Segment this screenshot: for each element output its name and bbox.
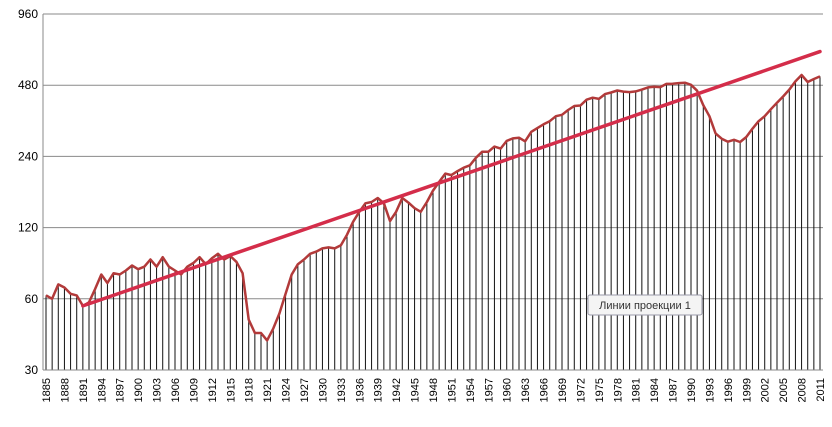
x-tick-label: 2008: [797, 378, 809, 402]
y-tick-label: 960: [18, 7, 38, 21]
x-tick-label: 1966: [539, 378, 551, 402]
x-tick-label: 1969: [557, 378, 569, 402]
x-tick-label: 1951: [446, 378, 458, 402]
x-tick-label: 1927: [299, 378, 311, 402]
series-line: [45, 73, 821, 342]
x-tick-label: 1960: [502, 378, 514, 402]
x-tick-label: 1906: [170, 378, 182, 402]
legend: Линии проекции 1: [587, 294, 703, 316]
x-tick-label: 1957: [483, 378, 495, 402]
x-tick-label: 1933: [336, 378, 348, 402]
x-tick-label: 1903: [152, 378, 164, 402]
x-tick-label: 1924: [281, 378, 293, 402]
legend-label: Линии проекции 1: [599, 300, 691, 312]
y-tick-label: 30: [25, 363, 39, 377]
y-tick-label: 240: [18, 149, 38, 163]
y-tick-label: 480: [18, 78, 38, 92]
x-tick-label: 1915: [225, 378, 237, 402]
y-tick-label: 60: [25, 292, 39, 306]
x-tick-label: 2005: [778, 378, 790, 402]
bars: [43, 75, 823, 371]
x-tick-label: 1975: [594, 378, 606, 402]
x-tick-label: 1945: [410, 378, 422, 402]
x-tick-label: 1939: [373, 378, 385, 402]
x-tick-label: 1942: [391, 378, 403, 402]
y-tick-label: 120: [18, 221, 38, 235]
x-tick-label: 1900: [133, 378, 145, 402]
x-tick-label: 1999: [741, 378, 753, 402]
x-tick-label: 1972: [575, 378, 587, 402]
x-tick-label: 1930: [317, 378, 329, 402]
x-tick-label: 1990: [686, 378, 698, 402]
x-tick-label: 1909: [188, 378, 200, 402]
x-tick-label: 1918: [244, 378, 256, 402]
x-tick-label: 1894: [96, 378, 108, 402]
x-tick-label: 1993: [704, 378, 716, 402]
x-tick-label: 1978: [612, 378, 624, 402]
x-tick-label: 1888: [59, 378, 71, 402]
y-tick-labels: 30 60 120 240 480 960: [18, 7, 38, 377]
x-tick-label: 1984: [649, 378, 661, 402]
x-tick-label: 1948: [428, 378, 440, 402]
x-tick-label: 1921: [262, 378, 274, 402]
x-tick-label: 1891: [78, 378, 90, 402]
series: [45, 49, 822, 342]
x-tick-label: 1987: [668, 378, 680, 402]
x-tick-label: 1996: [723, 378, 735, 402]
trend-line: [81, 49, 822, 308]
x-tick-label: 2011: [815, 378, 827, 402]
legend-box: [587, 294, 703, 316]
x-tick-label: 1885: [41, 378, 53, 402]
x-tick-label: 1936: [354, 378, 366, 402]
x-tick-label: 1897: [115, 378, 127, 402]
x-tick-label: 1981: [631, 378, 643, 402]
x-tick-labels: 1885 1888 1891 1894 1897 1900 1903 1906 1909 1912…: [41, 378, 827, 402]
x-tick-label: 1963: [520, 378, 532, 402]
x-tick-label: 1912: [207, 378, 219, 402]
x-tick-label: 1954: [465, 378, 477, 402]
x-tick-label: 2002: [760, 378, 772, 402]
